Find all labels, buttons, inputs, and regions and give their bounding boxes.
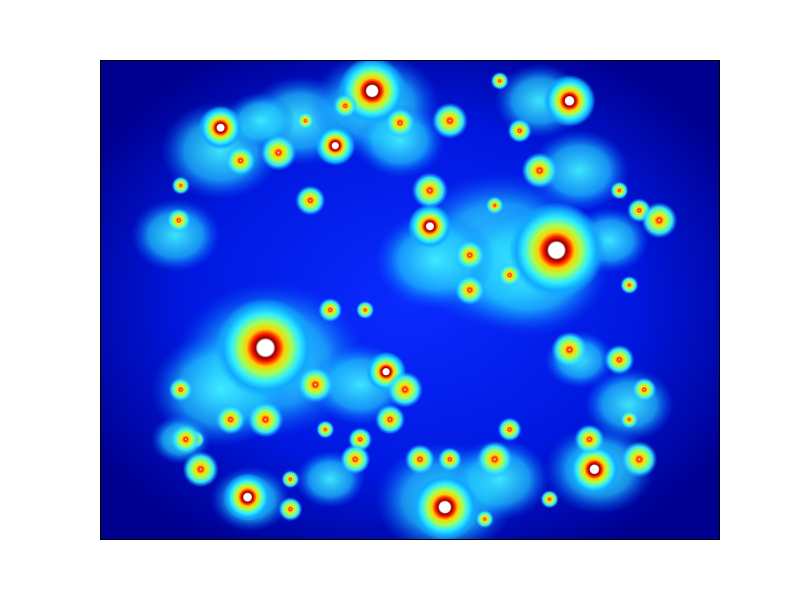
fractal-bulb bbox=[568, 443, 621, 496]
fractal-minibulb bbox=[281, 470, 300, 489]
fractal-minibulb bbox=[340, 444, 371, 475]
fractal-minibulb bbox=[551, 331, 588, 368]
fractal-minibulb bbox=[574, 424, 605, 455]
fractal-minibulb bbox=[476, 441, 513, 478]
fractal-minibulb bbox=[540, 490, 559, 509]
fractal-minibulb bbox=[166, 208, 191, 233]
fractal-minibulb bbox=[278, 497, 303, 522]
fractal-minibulb bbox=[431, 102, 468, 139]
fractal-minibulb bbox=[387, 371, 423, 408]
fractal-minibulb bbox=[297, 366, 334, 403]
fractal-minibulb bbox=[454, 240, 485, 271]
fractal-minibulb bbox=[170, 424, 201, 455]
fractal-minibulb bbox=[497, 263, 522, 288]
fractal-minibulb bbox=[507, 118, 532, 143]
fractal-bulb bbox=[543, 74, 596, 127]
fractal-minibulb bbox=[333, 93, 358, 118]
fractal-bulb bbox=[411, 473, 479, 539]
fractal-minibulb bbox=[182, 451, 219, 488]
fractal-minibulb bbox=[296, 111, 315, 130]
fractal-minibulb bbox=[475, 510, 494, 529]
fractal-minibulb bbox=[318, 298, 343, 322]
fractal-minibulb bbox=[247, 401, 284, 438]
fractal-bulb bbox=[408, 204, 452, 249]
fractal-minibulb bbox=[385, 107, 415, 138]
fractal-minibulb bbox=[485, 196, 504, 215]
fractal-minibulb bbox=[411, 172, 448, 209]
fractal-minibulb bbox=[621, 441, 658, 478]
fractal-minibulb bbox=[521, 152, 558, 189]
fractal-minibulb bbox=[260, 134, 297, 171]
fractal-minibulb bbox=[632, 377, 657, 402]
fractal-minibulb bbox=[620, 410, 639, 429]
fractal-minibulb bbox=[295, 185, 326, 216]
fractal-bulb bbox=[215, 298, 316, 398]
fractal-minibulb bbox=[604, 344, 635, 375]
fractal-minibulb bbox=[620, 276, 639, 295]
fractal-minibulb bbox=[316, 420, 335, 439]
fractal-minibulb bbox=[215, 404, 246, 435]
fractal-bulb bbox=[198, 105, 243, 150]
fractal-minibulb bbox=[405, 444, 435, 475]
fractal-minibulb bbox=[225, 145, 256, 176]
fractal-lobe bbox=[130, 198, 221, 273]
julia-set-image bbox=[101, 61, 719, 539]
fractal-minibulb bbox=[641, 202, 678, 239]
fractal-minibulb bbox=[375, 404, 406, 435]
fractal-minibulb bbox=[454, 275, 485, 305]
fractal-minibulb bbox=[171, 176, 190, 195]
fractal-minibulb bbox=[610, 181, 629, 200]
fractal-minibulb bbox=[437, 447, 462, 472]
image-axes bbox=[100, 60, 720, 540]
fractal-bulb bbox=[508, 202, 605, 299]
fractal-minibulb bbox=[168, 377, 193, 402]
fractal-minibulb bbox=[356, 300, 375, 319]
fractal-minibulb bbox=[490, 71, 509, 90]
fractal-minibulb bbox=[497, 417, 522, 442]
fractal-bulb bbox=[223, 473, 272, 522]
fractal-bulb bbox=[315, 125, 356, 166]
